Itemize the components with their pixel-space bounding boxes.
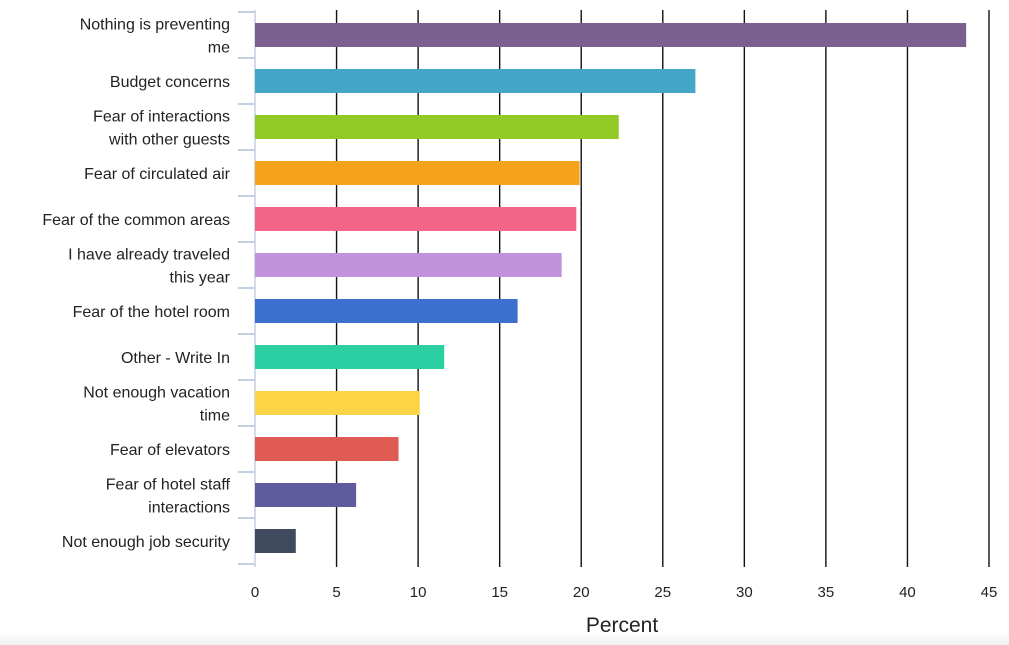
category-label: Fear of interactions	[93, 109, 230, 126]
category-label: this year	[170, 270, 231, 287]
bar	[255, 161, 580, 185]
footer-band	[0, 633, 1009, 645]
x-tick-label: 5	[332, 584, 340, 601]
bar	[255, 299, 518, 323]
category-label: me	[208, 40, 230, 57]
category-label: Fear of elevators	[110, 442, 230, 459]
gridlines	[335, 10, 990, 567]
bar	[255, 345, 445, 369]
x-tick-label: 15	[491, 584, 508, 601]
category-label: Fear of the hotel room	[73, 304, 230, 321]
x-tick-label: 20	[573, 584, 590, 601]
x-tick-label: 25	[654, 584, 671, 601]
x-tick-label: 45	[981, 584, 998, 601]
bar	[255, 115, 619, 139]
bar	[255, 69, 696, 93]
category-label: I have already traveled	[68, 247, 230, 264]
x-tick-label: 35	[818, 584, 835, 601]
category-label: Nothing is preventing	[80, 17, 230, 34]
category-label: interactions	[148, 500, 230, 517]
x-tick-label: 30	[736, 584, 753, 601]
category-label: Not enough vacation	[83, 385, 230, 402]
bar	[255, 529, 296, 553]
category-label: time	[200, 408, 230, 425]
category-label: Fear of the common areas	[42, 212, 230, 229]
category-axis	[238, 10, 256, 567]
category-label: Fear of circulated air	[84, 166, 231, 183]
bar	[255, 207, 577, 231]
bar	[255, 483, 357, 507]
x-tick-label: 40	[899, 584, 916, 601]
bar	[255, 391, 420, 415]
category-labels: Nothing is preventing me Budget concerns Fe…	[42, 17, 230, 552]
bar	[255, 253, 562, 277]
x-tick-label: 0	[251, 584, 259, 601]
x-axis-title: Percent	[586, 614, 659, 637]
category-label: with other guests	[108, 132, 230, 149]
bar	[255, 437, 399, 461]
category-label: Budget concerns	[110, 74, 230, 91]
category-label: Not enough job security	[62, 534, 230, 551]
category-label: Other - Write In	[121, 350, 230, 367]
x-tick-label: 10	[410, 584, 427, 601]
bars	[255, 23, 967, 553]
category-label: Fear of hotel staff	[106, 477, 231, 494]
x-tick-labels: 0 5 10 15 20 25 30 35 40 45	[251, 584, 998, 601]
bar	[255, 23, 967, 47]
